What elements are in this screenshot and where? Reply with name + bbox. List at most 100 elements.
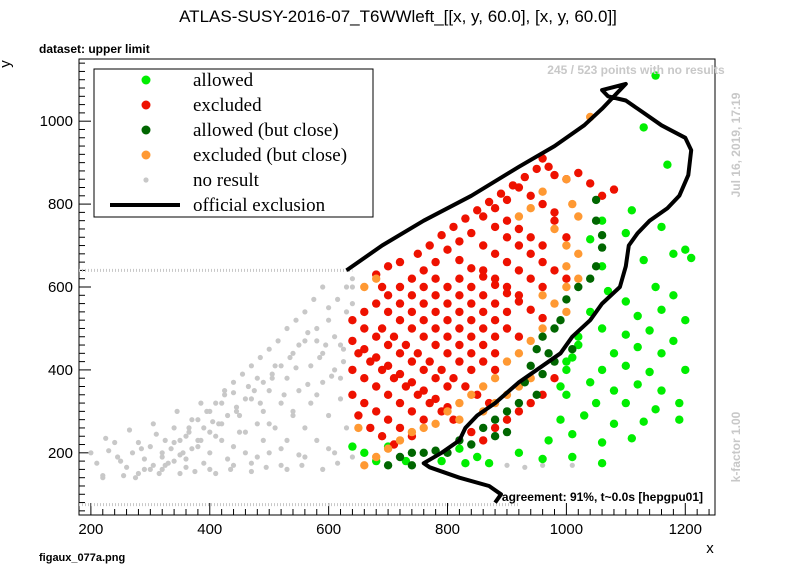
point-excluded bbox=[586, 179, 595, 188]
point-excluded bbox=[490, 204, 500, 213]
point-excluded bbox=[479, 324, 488, 333]
point-excluded bbox=[383, 361, 393, 370]
point-no-result bbox=[219, 437, 225, 443]
point-no-result bbox=[248, 363, 254, 369]
point-excluded bbox=[479, 266, 488, 275]
x-tick-label: 200 bbox=[78, 521, 103, 538]
point-no-result bbox=[281, 392, 287, 398]
point-no-result bbox=[278, 446, 284, 452]
point-no-result bbox=[156, 470, 162, 477]
point-no-result bbox=[225, 412, 231, 419]
point-excluded bbox=[473, 390, 482, 399]
point-allowed bbox=[681, 316, 690, 325]
point-excluded bbox=[389, 332, 399, 341]
point-no-result bbox=[222, 388, 228, 394]
point-excluded bbox=[425, 241, 434, 250]
point-no-result bbox=[233, 404, 240, 410]
point-no-result bbox=[216, 421, 222, 427]
point-excluded-but-close bbox=[562, 175, 571, 184]
point-allowed bbox=[597, 262, 607, 271]
point-excluded-but-close bbox=[490, 374, 500, 383]
point-excluded bbox=[502, 216, 512, 225]
legend-label-official-exclusion: official exclusion bbox=[193, 195, 326, 216]
point-excluded bbox=[383, 390, 393, 399]
point-no-result bbox=[290, 350, 296, 356]
point-allowed-but-close bbox=[467, 440, 476, 449]
point-excluded bbox=[383, 291, 393, 300]
point-no-result bbox=[302, 454, 308, 460]
point-no-result bbox=[308, 400, 314, 406]
point-excluded bbox=[514, 291, 524, 300]
point-no-result bbox=[260, 379, 266, 385]
point-excluded bbox=[455, 324, 464, 333]
point-excluded bbox=[366, 423, 375, 433]
point-excluded bbox=[550, 266, 559, 275]
legend-marker-allowed-but-close bbox=[141, 125, 151, 135]
point-excluded bbox=[526, 191, 535, 200]
point-excluded bbox=[502, 282, 512, 292]
point-no-result bbox=[329, 373, 335, 379]
point-excluded bbox=[360, 307, 369, 317]
point-excluded bbox=[514, 224, 524, 234]
point-excluded bbox=[538, 241, 547, 250]
point-no-result bbox=[248, 396, 254, 402]
point-no-result bbox=[162, 462, 168, 468]
point-allowed bbox=[597, 324, 607, 333]
point-no-result bbox=[106, 448, 112, 454]
point-no-result bbox=[326, 305, 332, 311]
point-allowed bbox=[609, 386, 619, 395]
point-no-result bbox=[245, 383, 251, 390]
point-allowed-but-close bbox=[544, 349, 553, 358]
point-excluded bbox=[455, 255, 464, 265]
point-no-result bbox=[94, 460, 100, 466]
point-no-result bbox=[251, 388, 257, 394]
point-no-result bbox=[183, 456, 189, 462]
point-excluded bbox=[490, 316, 500, 325]
y-axis-label: y bbox=[0, 60, 14, 68]
chart-title: ATLAS-SUSY-2016-07_T6WWleft_[[x, y, 60.0… bbox=[179, 7, 617, 26]
legend-box bbox=[93, 68, 374, 218]
point-excluded bbox=[538, 390, 547, 399]
point-excluded bbox=[467, 228, 476, 238]
point-excluded-but-close bbox=[514, 349, 524, 358]
point-excluded bbox=[455, 340, 464, 350]
point-excluded bbox=[455, 237, 464, 246]
point-no-result bbox=[305, 381, 311, 387]
point-excluded-but-close bbox=[455, 398, 464, 408]
point-no-result bbox=[278, 363, 284, 369]
point-allowed bbox=[401, 456, 411, 466]
y-tick-label: 800 bbox=[48, 196, 73, 213]
point-excluded bbox=[562, 274, 571, 283]
point-allowed-but-close bbox=[562, 295, 571, 304]
point-allowed bbox=[687, 253, 696, 263]
point-excluded bbox=[443, 382, 452, 391]
point-no-result bbox=[332, 367, 338, 373]
point-excluded bbox=[526, 305, 535, 314]
point-excluded bbox=[360, 398, 369, 408]
point-allowed-but-close bbox=[591, 195, 601, 205]
point-no-result bbox=[210, 419, 216, 425]
point-excluded bbox=[490, 349, 500, 358]
point-excluded-but-close bbox=[526, 336, 535, 346]
chart-subtitle: dataset: upper limit bbox=[39, 42, 150, 56]
point-excluded bbox=[479, 272, 488, 281]
point-no-result bbox=[335, 460, 341, 466]
point-no-result bbox=[150, 462, 156, 468]
point-excluded bbox=[544, 162, 553, 171]
point-excluded bbox=[431, 340, 440, 350]
point-excluded bbox=[431, 394, 440, 404]
point-allowed bbox=[657, 386, 666, 395]
point-no-result bbox=[266, 421, 272, 427]
point-excluded-but-close bbox=[538, 291, 547, 300]
y-tick-label: 600 bbox=[48, 279, 73, 296]
x-tick-label: 800 bbox=[435, 521, 460, 538]
point-no-result bbox=[88, 450, 94, 456]
point-excluded bbox=[467, 316, 476, 325]
point-excluded bbox=[389, 440, 399, 449]
point-no-result bbox=[349, 284, 355, 290]
point-excluded bbox=[395, 349, 405, 358]
point-excluded bbox=[377, 282, 387, 292]
point-excluded bbox=[467, 282, 476, 292]
point-no-result bbox=[225, 456, 231, 462]
point-excluded bbox=[479, 340, 488, 350]
